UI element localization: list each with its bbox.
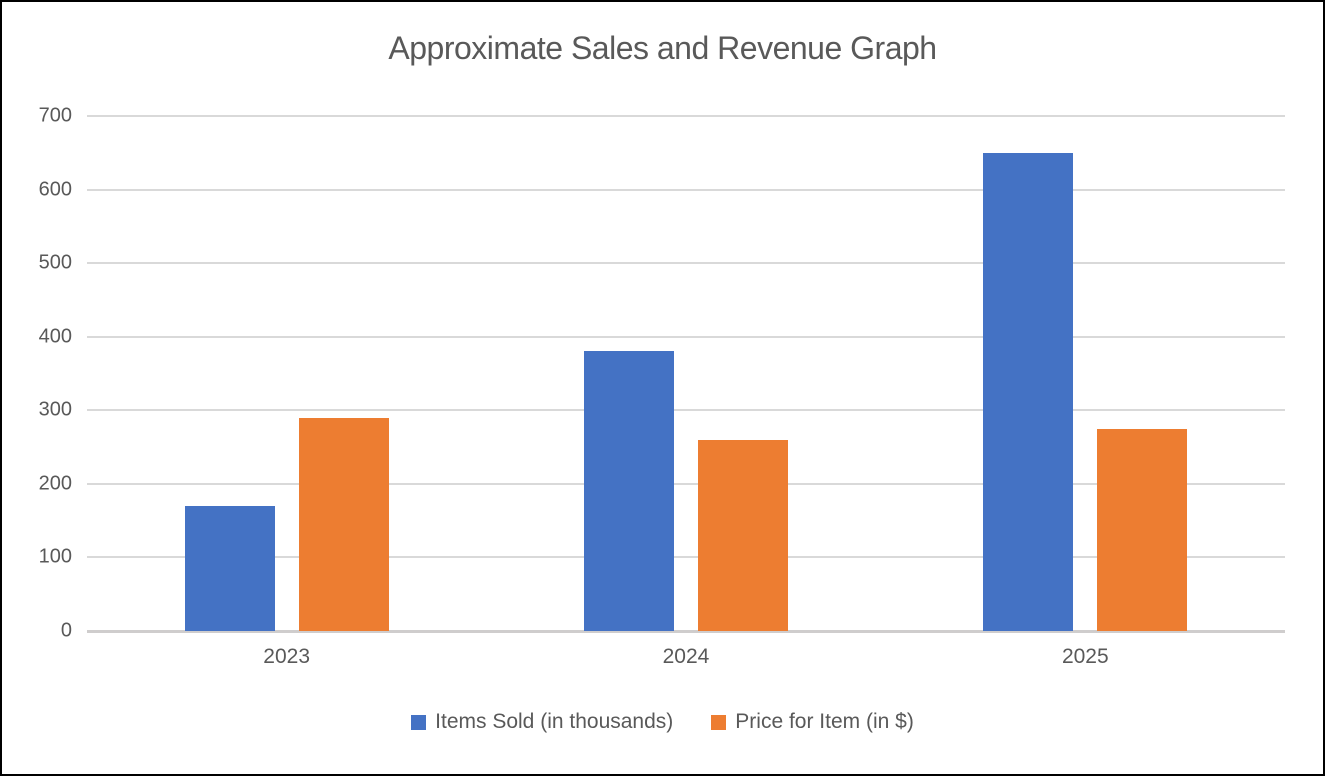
y-tick-label: 500 [38, 251, 72, 274]
bar-2024 [583, 351, 674, 631]
legend-label: Items Sold (in thousands) [435, 710, 674, 733]
gridline [87, 262, 1285, 265]
y-tick-label: 600 [38, 178, 72, 201]
legend-item: Items Sold (in thousands) [411, 710, 673, 734]
gridline [87, 188, 1285, 191]
y-tick-label: 700 [38, 104, 72, 127]
bar-2023 [298, 417, 389, 631]
x-axis: 2023 2024 2025 [87, 645, 1285, 669]
legend-swatch [411, 714, 427, 730]
legend-item: Price for Item (in $) [711, 710, 914, 734]
gridline [87, 115, 1285, 117]
y-tick-label: 200 [38, 472, 72, 495]
legend-label: Price for Item (in $) [735, 710, 914, 733]
bar-group-2025 [886, 116, 1285, 631]
legend-swatch [711, 714, 727, 730]
plot-area [87, 115, 1285, 633]
bar-groups [87, 116, 1285, 631]
y-tick-label: 0 [60, 619, 72, 642]
gridline [87, 335, 1285, 338]
bar-group-2024 [486, 116, 885, 631]
bar-2023 [184, 505, 275, 631]
bar-2025 [1097, 428, 1188, 631]
y-tick-label: 400 [38, 325, 72, 348]
gridline [87, 556, 1285, 559]
x-tick-label: 2025 [1061, 645, 1109, 668]
legend: Items Sold (in thousands) Price for Item … [2, 710, 1323, 734]
y-axis: 0 100 200 300 400 500 600 700 [2, 105, 72, 642]
chart-title: Approximate Sales and Revenue Graph [388, 30, 937, 66]
x-tick-label: 2024 [662, 645, 710, 668]
gridline [87, 409, 1285, 412]
x-axis-line [87, 630, 1285, 633]
y-tick-label: 100 [38, 545, 72, 568]
bar-2025 [983, 152, 1074, 631]
y-tick-label: 300 [38, 398, 72, 421]
bar-2024 [697, 439, 788, 631]
x-tick-label: 2023 [263, 645, 311, 668]
gridline [87, 482, 1285, 485]
bar-group-2023 [87, 116, 486, 631]
